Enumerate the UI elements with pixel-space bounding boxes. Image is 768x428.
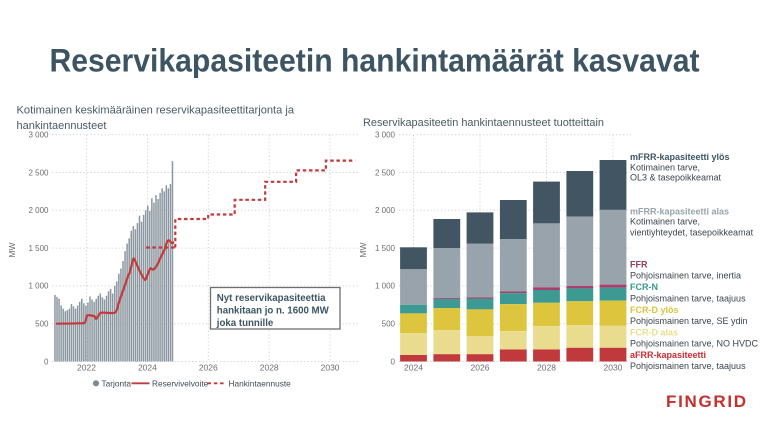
svg-text:2026: 2026 bbox=[471, 363, 490, 373]
svg-text:vientiyhteydet, tasepoikkeamat: vientiyhteydet, tasepoikkeamat bbox=[630, 228, 754, 238]
svg-text:0: 0 bbox=[44, 357, 49, 366]
svg-text:hankintaennusteet: hankintaennusteet bbox=[17, 120, 107, 132]
svg-text:2022: 2022 bbox=[77, 363, 96, 373]
svg-text:Nyt reservikapasiteettia: Nyt reservikapasiteettia bbox=[217, 293, 326, 304]
svg-text:2024: 2024 bbox=[404, 363, 423, 373]
svg-text:2 500: 2 500 bbox=[375, 168, 396, 177]
svg-text:1 000: 1 000 bbox=[28, 282, 49, 291]
svg-text:2028: 2028 bbox=[537, 363, 556, 373]
svg-text:3 000: 3 000 bbox=[375, 131, 396, 140]
svg-text:2030: 2030 bbox=[321, 363, 340, 373]
svg-text:Pohjoismainen tarve, SE ydin: Pohjoismainen tarve, SE ydin bbox=[630, 316, 748, 326]
svg-text:1 000: 1 000 bbox=[375, 282, 396, 291]
svg-text:Hankintaennuste: Hankintaennuste bbox=[229, 378, 292, 388]
svg-text:2026: 2026 bbox=[199, 363, 218, 373]
svg-text:mFRR-kapasiteetti ylös: mFRR-kapasiteetti ylös bbox=[630, 152, 730, 162]
svg-text:FINGRID: FINGRID bbox=[666, 392, 748, 411]
svg-text:2024: 2024 bbox=[138, 363, 157, 373]
svg-text:FCR-D alas: FCR-D alas bbox=[630, 327, 678, 337]
svg-text:1 500: 1 500 bbox=[28, 244, 49, 253]
svg-text:MW: MW bbox=[358, 242, 368, 257]
svg-text:mFRR-kapasiteetti alas: mFRR-kapasiteetti alas bbox=[630, 207, 729, 217]
svg-text:2 000: 2 000 bbox=[375, 206, 396, 215]
svg-text:Reservikapasiteetin hankintaen: Reservikapasiteetin hankintaennusteet tu… bbox=[363, 117, 604, 129]
svg-text:2 500: 2 500 bbox=[28, 168, 49, 177]
svg-text:Kotimainen tarve,: Kotimainen tarve, bbox=[630, 217, 700, 227]
svg-text:Kotimainen tarve,: Kotimainen tarve, bbox=[630, 162, 700, 172]
svg-text:500: 500 bbox=[35, 320, 49, 329]
svg-text:Tarjonta: Tarjonta bbox=[102, 378, 132, 388]
svg-text:Kotimainen keskimääräinen rese: Kotimainen keskimääräinen reservikapasit… bbox=[17, 105, 295, 117]
svg-text:hankitaan jo n. 1600 MW: hankitaan jo n. 1600 MW bbox=[217, 305, 330, 316]
svg-text:500: 500 bbox=[382, 320, 396, 329]
svg-text:Pohjoismainen tarve, taajuus: Pohjoismainen tarve, taajuus bbox=[630, 361, 746, 371]
svg-text:MW: MW bbox=[7, 242, 17, 257]
svg-text:FCR-D ylös: FCR-D ylös bbox=[630, 305, 679, 315]
svg-text:Reservivelvoite: Reservivelvoite bbox=[152, 378, 209, 388]
svg-text:FCR-N: FCR-N bbox=[630, 282, 658, 292]
svg-text:2030: 2030 bbox=[604, 363, 623, 373]
svg-text:FFR: FFR bbox=[630, 260, 648, 270]
svg-text:joka tunnille: joka tunnille bbox=[216, 318, 274, 329]
svg-text:aFRR-kapasiteetti: aFRR-kapasiteetti bbox=[630, 350, 706, 360]
svg-text:Pohjoismainen tarve, NO HVDC: Pohjoismainen tarve, NO HVDC bbox=[630, 338, 759, 348]
svg-text:OL3 & tasepoikkeamat: OL3 & tasepoikkeamat bbox=[630, 173, 722, 183]
svg-text:3 000: 3 000 bbox=[28, 131, 49, 140]
svg-text:Reservikapasiteetin hankintamä: Reservikapasiteetin hankintamäärät kasva… bbox=[50, 43, 700, 79]
svg-text:2 000: 2 000 bbox=[28, 206, 49, 215]
svg-text:Pohjoismainen tarve, taajuus: Pohjoismainen tarve, taajuus bbox=[630, 294, 746, 304]
svg-text:0: 0 bbox=[391, 357, 396, 366]
svg-text:2028: 2028 bbox=[260, 363, 279, 373]
svg-text:Pohjoismainen tarve, inertia: Pohjoismainen tarve, inertia bbox=[630, 271, 741, 281]
svg-text:1 500: 1 500 bbox=[375, 244, 396, 253]
